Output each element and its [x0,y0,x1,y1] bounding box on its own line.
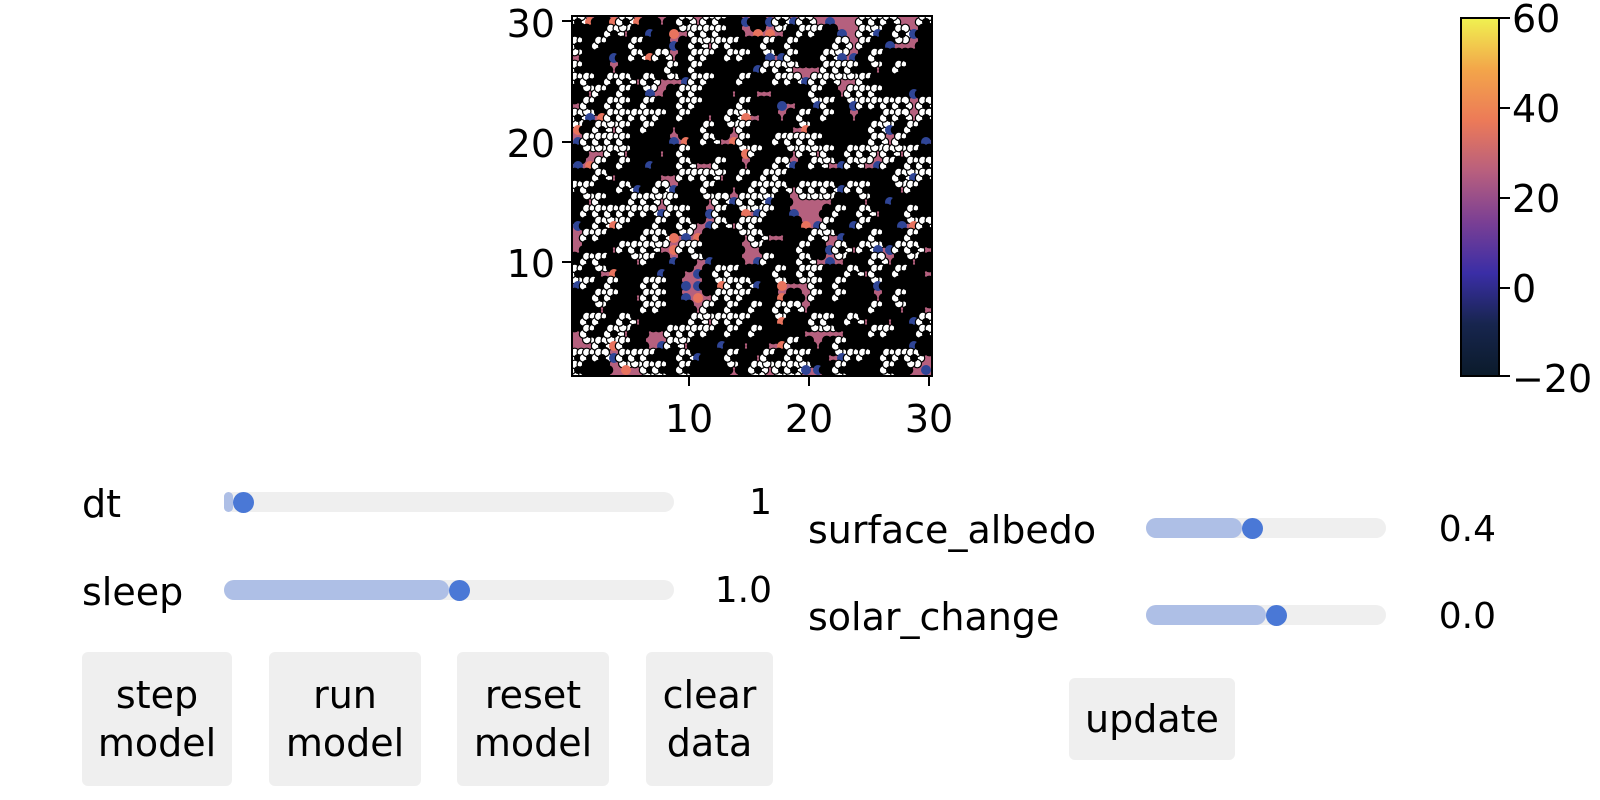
colorbar-label-40: 40 [1512,87,1561,131]
colorbar: 60 40 20 0 −20 [1440,0,1600,398]
surface-albedo-label: surface_albedo [808,508,1097,552]
y-tick-label-20: 20 [506,122,555,166]
colorbar-label-20: 20 [1512,177,1561,221]
step-model-button[interactable]: step model [82,652,232,786]
agent-dot [669,29,679,39]
white-daisy [626,239,650,261]
surface-albedo-slider[interactable] [1146,517,1386,539]
colorbar-label-60: 60 [1512,0,1561,41]
solar-change-slider-knob[interactable] [1265,604,1287,626]
agent-dot [681,281,691,291]
plot-canvas [562,15,933,386]
colorbar-tick-mark-60 [1500,17,1510,19]
run-model-button[interactable]: run model [269,652,421,786]
white-daisy [746,227,770,249]
white-daisy [650,179,674,201]
sleep-slider-knob[interactable] [448,579,470,601]
dt-label: dt [82,482,122,526]
black-daisy [890,359,914,376]
black-daisy [914,227,932,249]
black-daisy [686,203,710,225]
colorbar-tick-mark-neg20 [1500,375,1510,377]
reset-model-button[interactable]: reset model [457,652,609,786]
sleep-slider[interactable] [224,579,674,601]
white-daisy [638,71,662,93]
black-daisy [806,239,830,261]
surface-albedo-value: 0.4 [1438,509,1496,550]
y-tick-label-10: 10 [506,242,555,286]
colorbar-label-neg20: −20 [1512,357,1593,401]
sleep-label: sleep [82,570,184,614]
agent-dot [921,365,931,375]
colorbar-tick-mark-0 [1500,287,1510,289]
x-tick-label-30: 30 [904,397,954,441]
plot-frame [571,15,933,377]
solar-change-label: solar_change [808,595,1060,639]
daisyworld-plot: 30 20 10 10 20 30 [0,0,960,440]
x-tick-label-20: 20 [784,397,834,441]
black-daisy [746,335,770,357]
agent-dot [777,281,787,291]
dt-slider-fill [224,492,233,512]
clear-data-button[interactable]: clear data [646,652,773,786]
x-tick-label-10: 10 [664,397,714,441]
agent-dot [621,365,631,375]
colorbar-tick-mark-20 [1500,197,1510,199]
y-tick-label-30: 30 [506,2,555,46]
black-daisy [914,287,932,309]
surface-albedo-slider-fill [1146,518,1242,538]
colorbar-label-0: 0 [1512,267,1537,311]
white-daisy [890,167,914,189]
surface-albedo-slider-knob[interactable] [1241,517,1263,539]
sleep-value: 1.0 [714,570,772,611]
black-daisy [914,251,932,273]
sleep-slider-fill [224,580,449,600]
solar-change-value: 0.0 [1438,596,1496,637]
black-daisy [914,335,932,357]
agent-dot [693,293,703,303]
white-daisy [890,23,914,45]
agent-dot [669,233,679,243]
solar-change-slider-fill [1146,605,1266,625]
agent-dot [801,365,811,375]
dt-value: 1 [749,482,772,523]
update-button[interactable]: update [1069,678,1235,760]
solar-change-slider[interactable] [1146,604,1386,626]
white-daisy [590,131,614,153]
colorbar-tick-mark-40 [1500,107,1510,109]
white-daisy [830,35,854,57]
white-daisy [842,59,866,81]
dt-slider[interactable] [224,491,674,513]
black-daisy [914,119,932,141]
dt-slider-knob[interactable] [232,491,254,513]
agent-dot [777,101,787,111]
colorbar-gradient [1460,17,1500,377]
